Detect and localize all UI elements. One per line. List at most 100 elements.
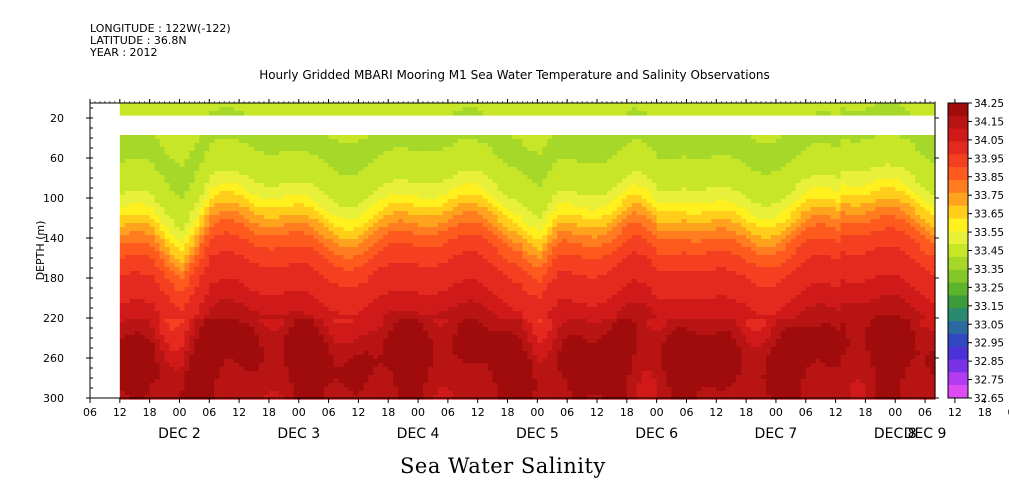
heatmap-cell <box>164 151 171 156</box>
heatmap-cell <box>209 343 215 348</box>
heatmap-cell <box>457 175 464 180</box>
heatmap-cell <box>328 375 335 380</box>
heatmap-cell <box>164 163 171 168</box>
heatmap-cell <box>124 251 131 256</box>
heatmap-cell <box>457 243 464 248</box>
heatmap-cell <box>442 211 449 216</box>
heatmap-cell <box>234 367 240 372</box>
heatmap-cell <box>184 111 191 116</box>
heatmap-cell <box>467 383 474 388</box>
heatmap-cell <box>353 259 360 264</box>
heatmap-cell <box>383 271 389 276</box>
heatmap-cell <box>293 223 300 228</box>
heatmap-cell <box>442 259 449 264</box>
heatmap-cell <box>254 103 260 108</box>
heatmap-cell <box>249 247 255 252</box>
heatmap-cell <box>413 319 419 324</box>
heatmap-cell <box>283 103 290 108</box>
heatmap-cell <box>428 143 434 148</box>
heatmap-cell <box>273 167 280 172</box>
heatmap-cell <box>169 323 176 328</box>
heatmap-cell <box>164 259 171 264</box>
heatmap-cell <box>293 211 300 216</box>
heatmap-cell <box>358 279 364 284</box>
heatmap-cell <box>278 271 285 276</box>
heatmap-cell <box>452 367 459 372</box>
heatmap-cell <box>383 203 389 208</box>
heatmap-cell <box>353 335 360 340</box>
heatmap-cell <box>164 387 171 392</box>
heatmap-cell <box>343 319 350 324</box>
heatmap-cell <box>129 387 136 392</box>
heatmap-cell <box>119 303 126 308</box>
heatmap-cell <box>259 315 265 320</box>
heatmap-cell <box>303 175 310 180</box>
heatmap-cell <box>209 167 215 172</box>
heatmap-cell <box>358 247 364 252</box>
heatmap-cell <box>204 243 210 248</box>
heatmap-cell <box>462 343 469 348</box>
heatmap-cell <box>174 287 181 292</box>
heatmap-cell <box>457 179 464 184</box>
heatmap-cell <box>214 235 220 240</box>
heatmap-cell <box>288 211 295 216</box>
heatmap-cell <box>323 323 330 328</box>
heatmap-cell <box>184 299 191 304</box>
heatmap-cell <box>338 211 345 216</box>
heatmap-cell <box>457 211 464 216</box>
heatmap-cell <box>283 259 290 264</box>
heatmap-cell <box>159 283 166 288</box>
heatmap-cell <box>149 203 156 208</box>
heatmap-cell <box>249 187 255 192</box>
heatmap-cell <box>373 283 379 288</box>
heatmap-cell <box>298 167 305 172</box>
heatmap-cell <box>129 247 136 252</box>
heatmap-cell <box>239 203 245 208</box>
heatmap-cell <box>199 195 205 200</box>
heatmap-cell <box>224 323 230 328</box>
heatmap-cell <box>288 227 295 232</box>
heatmap-cell <box>288 395 295 400</box>
heatmap-cell <box>124 147 131 152</box>
heatmap-cell <box>169 175 176 180</box>
heatmap-cell <box>288 303 295 308</box>
heatmap-cell <box>219 247 225 252</box>
heatmap-cell <box>418 139 424 144</box>
heatmap-cell <box>462 203 469 208</box>
heatmap-cell <box>408 171 414 176</box>
heatmap-cell <box>129 215 136 220</box>
heatmap-cell <box>462 107 469 112</box>
heatmap-cell <box>328 103 335 108</box>
heatmap-cell <box>452 279 459 284</box>
heatmap-cell <box>174 147 181 152</box>
heatmap-cell <box>303 195 310 200</box>
heatmap-cell <box>313 151 320 156</box>
heatmap-cell <box>234 223 240 228</box>
heatmap-cell <box>234 387 240 392</box>
heatmap-cell <box>383 291 389 296</box>
heatmap-cell <box>154 143 161 148</box>
heatmap-cell <box>249 199 255 204</box>
heatmap-cell <box>199 331 205 336</box>
heatmap-cell <box>234 187 240 192</box>
heatmap-cell <box>408 319 414 324</box>
heatmap-cell <box>353 103 360 108</box>
heatmap-cell <box>129 227 136 232</box>
heatmap-cell <box>378 235 384 240</box>
heatmap-cell <box>388 371 394 376</box>
heatmap-cell <box>144 187 151 192</box>
heatmap-cell <box>428 251 434 256</box>
heatmap-cell <box>373 271 379 276</box>
heatmap-cell <box>333 155 340 160</box>
heatmap-cell <box>423 195 429 200</box>
heatmap-cell <box>154 375 161 380</box>
heatmap-cell <box>452 183 459 188</box>
heatmap-cell <box>229 323 235 328</box>
heatmap-cell <box>263 355 270 360</box>
heatmap-cell <box>418 239 424 244</box>
heatmap-cell <box>129 231 136 236</box>
heatmap-cell <box>442 235 449 240</box>
heatmap-cell <box>139 223 146 228</box>
heatmap-cell <box>124 243 131 248</box>
heatmap-cell <box>179 279 186 284</box>
